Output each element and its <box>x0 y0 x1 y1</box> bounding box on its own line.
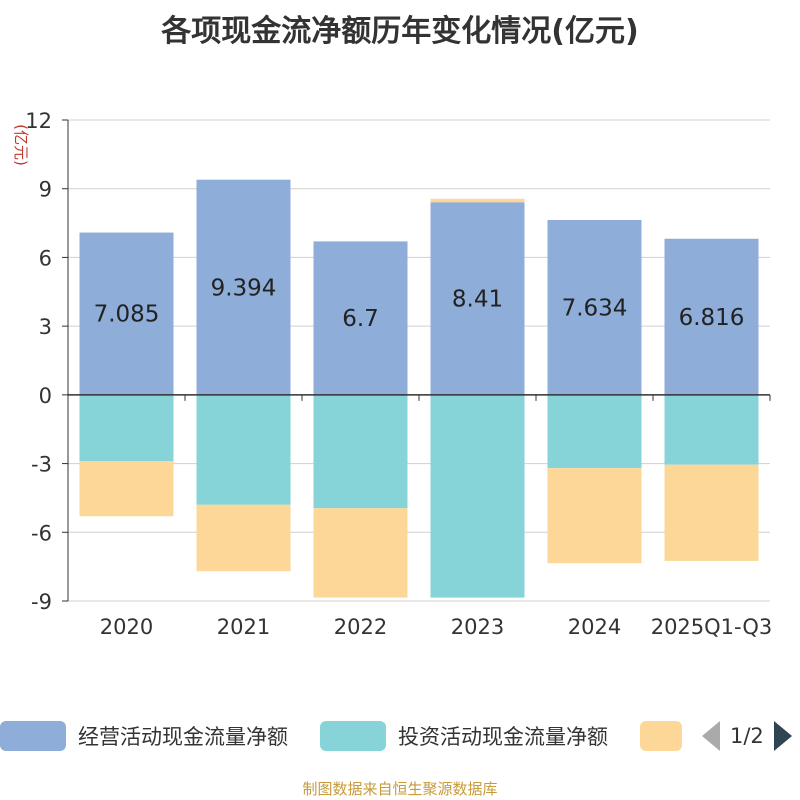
pager-prev-icon[interactable] <box>702 721 720 751</box>
bar-series1-2025Q1-Q3 <box>664 394 759 465</box>
bar-series0-2025Q1-Q3 <box>664 238 759 395</box>
legend-label-investing: 投资活动现金流量净额 <box>398 725 608 749</box>
bar-series1-2020 <box>79 394 174 462</box>
bar-series2-2024 <box>547 468 642 564</box>
x-tick-label: 2025Q1-Q3 <box>651 615 773 639</box>
bar-series0-2022 <box>313 241 408 395</box>
x-tick-label: 2020 <box>100 615 153 639</box>
legend-swatch-financing <box>640 721 682 751</box>
legend-swatch-investing <box>320 721 386 751</box>
bar-series0-2021 <box>196 179 291 395</box>
pager-text: 1/2 <box>730 724 764 748</box>
bar-series0-2023 <box>430 202 525 395</box>
data-label: 7.085 <box>94 302 160 328</box>
data-label: 7.634 <box>562 295 628 321</box>
bar-series2-2020 <box>79 461 174 517</box>
data-label: 8.41 <box>452 287 503 313</box>
data-label: 6.7 <box>342 306 379 332</box>
y-tick-label: 6 <box>39 246 52 270</box>
y-tick-label: 0 <box>39 384 52 408</box>
y-tick-label: 9 <box>39 178 52 202</box>
legend-swatch-operating <box>0 721 66 751</box>
bar-series2-2023 <box>430 198 525 203</box>
bar-series1-2023 <box>430 394 525 598</box>
chart-area: -9 -6 -3 0 3 6 9 12(亿元) 7.085 9.394 6.7 8.41 7.634 6.… <box>12 109 773 639</box>
bar-series2-2021 <box>196 504 291 572</box>
legend-pager: 1/2 <box>702 716 792 756</box>
legend-label-operating: 经营活动现金流量净额 <box>78 725 288 749</box>
bar-series1-2024 <box>547 394 642 469</box>
bar-series2-2022 <box>313 508 408 598</box>
bar-series1-2022 <box>313 394 408 509</box>
y-tick-label: -3 <box>31 453 52 477</box>
legend-item-investing[interactable]: 投资活动现金流量净额 <box>320 716 608 756</box>
data-label: 9.394 <box>211 275 277 301</box>
x-tick-label: 2023 <box>451 615 504 639</box>
x-tick-label: 2021 <box>217 615 270 639</box>
pager-next-icon[interactable] <box>773 721 792 751</box>
source-note: 制图数据来自恒生聚源数据库 <box>302 780 498 798</box>
y-axis-title: (亿元) <box>12 124 30 166</box>
y-tick-label: 3 <box>39 315 52 339</box>
chart-title: 各项现金流净额历年变化情况(亿元) <box>161 14 639 49</box>
bar-series2-2025Q1-Q3 <box>664 464 759 561</box>
y-tick-label: -9 <box>31 590 52 614</box>
x-tick-label: 2022 <box>334 615 387 639</box>
bar-series1-2021 <box>196 394 291 505</box>
bar-series0-2024 <box>547 220 642 395</box>
legend: 经营活动现金流量净额 投资活动现金流量净额 1/2 <box>0 716 800 756</box>
x-tick-label: 2024 <box>568 615 621 639</box>
y-tick-label: 12 <box>25 109 52 133</box>
legend-item-financing[interactable] <box>640 716 682 756</box>
legend-item-operating[interactable]: 经营活动现金流量净额 <box>0 716 288 756</box>
y-tick-label: -6 <box>31 521 52 545</box>
bar-series0-2020 <box>79 232 174 395</box>
data-label: 6.816 <box>679 305 745 331</box>
